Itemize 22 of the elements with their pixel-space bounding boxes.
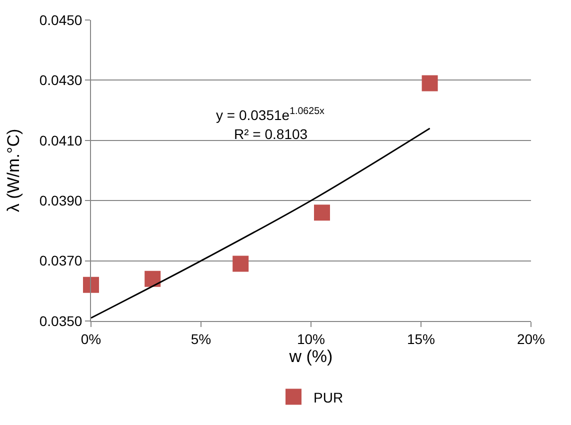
point	[314, 204, 330, 221]
y-tick-label: 0.0370	[39, 252, 82, 269]
y-tick-label: 0.0450	[39, 12, 82, 28]
x-tick-label: 10%	[296, 330, 326, 347]
y-axis-title: λ (W/m.°C)	[4, 128, 23, 212]
y-tick-label: 0.0430	[39, 72, 82, 88]
y-tick-label: 0.0410	[39, 132, 82, 148]
x-tick-label: 0%	[80, 330, 102, 347]
annotation: y = 0.0351e$^{1.0625x}$	[216, 106, 325, 123]
y-tick-label: 0.0390	[39, 192, 82, 208]
point	[422, 75, 438, 92]
point	[232, 256, 249, 272]
x-tick-label: 5%	[190, 330, 212, 347]
x-tick-label: 15%	[406, 330, 436, 347]
x-axis-title: w (%)	[288, 346, 333, 366]
x-tick-label: 20%	[516, 330, 546, 347]
point	[144, 270, 161, 287]
annotation: R² = 0.8103	[234, 126, 308, 142]
line-series	[91, 128, 431, 319]
y-tick-label: 0.0350	[39, 312, 82, 329]
point	[83, 276, 99, 293]
legend-label: PUR	[314, 389, 344, 406]
